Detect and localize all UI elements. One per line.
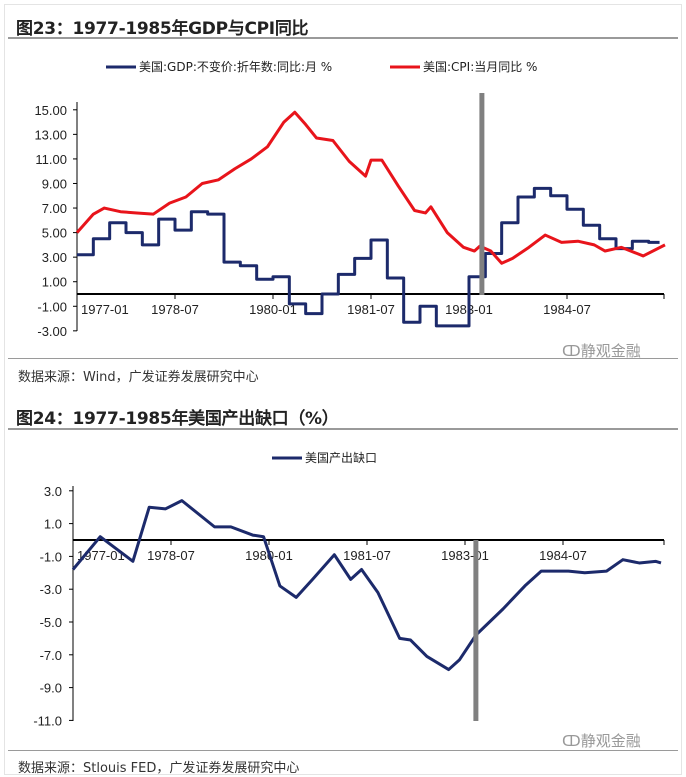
y-tick-label: -11.0 <box>33 713 62 728</box>
y-tick-label: 9.00 <box>42 176 67 191</box>
y-tick-label: 13.00 <box>34 127 67 142</box>
title-divider <box>8 428 678 430</box>
y-tick-label: 3.00 <box>42 250 67 265</box>
legend-label: 美国:GDP:不变价:折年数:同比:月 % <box>139 59 332 74</box>
x-tick-label: 1984-07 <box>539 548 587 563</box>
y-tick-label: 1.00 <box>42 275 67 290</box>
wechat-icon: ↀ <box>562 342 581 360</box>
x-tick-label: 1977-01 <box>81 302 129 317</box>
y-tick-label: -3.00 <box>37 324 67 339</box>
y-tick-label: -7.0 <box>40 648 62 663</box>
series-line-0 <box>71 499 662 672</box>
y-tick-label: 11.00 <box>35 152 67 167</box>
y-tick-label: -3.0 <box>40 582 62 597</box>
figure-23-source: 数据来源：Wind，广发证券发展研究中心 <box>18 370 259 385</box>
x-tick-label: 1984-07 <box>543 302 591 317</box>
footer-divider <box>8 358 678 359</box>
legend-label: 美国产出缺口 <box>305 450 377 465</box>
page-frame <box>4 4 682 775</box>
x-tick-label: 1983-01 <box>441 548 489 563</box>
legend-label: 美国:CPI:当月同比 % <box>423 60 537 74</box>
y-tick-label: -1.0 <box>40 549 62 564</box>
figure-24-title: 图24：1977-1985年美国产出缺口（%） <box>16 409 339 429</box>
x-tick-label: 1981-07 <box>347 302 395 317</box>
x-tick-label: 1980-01 <box>249 302 297 317</box>
y-tick-label: 1.0 <box>44 517 62 532</box>
x-tick-label: 1978-07 <box>147 548 195 563</box>
y-tick-label: 15.00 <box>34 103 67 118</box>
y-tick-label: 3.0 <box>44 484 62 499</box>
y-tick-label: 5.00 <box>42 226 67 241</box>
x-tick-label: 1978-07 <box>151 302 199 317</box>
watermark: ↀ静观金融 <box>562 732 641 750</box>
watermark: ↀ静观金融 <box>562 342 641 360</box>
y-tick-label: 7.00 <box>42 201 67 216</box>
wechat-icon: ↀ <box>562 732 581 750</box>
title-divider <box>8 37 678 39</box>
y-tick-label: -5.0 <box>40 615 62 630</box>
figure-23-title: 图23：1977-1985年GDP与CPI同比 <box>16 19 309 39</box>
series-line-0 <box>77 186 660 328</box>
series-line-1 <box>75 110 666 265</box>
y-tick-label: -1.00 <box>37 299 67 314</box>
y-tick-label: -9.0 <box>40 681 62 696</box>
footer-divider <box>8 750 678 751</box>
x-tick-label: 1981-07 <box>343 548 391 563</box>
figure-24-source: 数据来源：Stlouis FED，广发证券发展研究中心 <box>18 761 300 776</box>
